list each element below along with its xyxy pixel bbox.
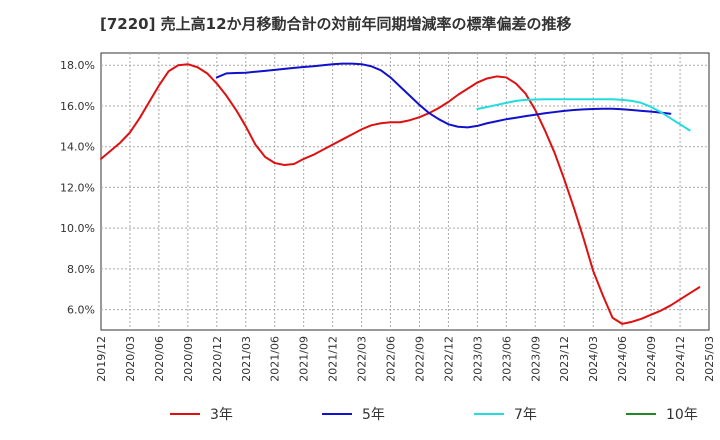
x-tick-label: 2022/06 [385,336,398,382]
legend: 3年 5年 7年 10年 [170,407,698,423]
x-tick-label: 2023/09 [529,336,542,382]
x-tick-label: 2023/06 [500,336,513,382]
x-tick-label: 2024/03 [587,336,600,382]
x-tick-label: 2025/03 [703,336,716,382]
chart-title: [7220] 売上高12か月移動合計の対前年同期増減率の標準偏差の推移 [100,15,572,33]
x-tick-label: 2020/03 [124,336,137,382]
x-tick-label: 2020/12 [211,336,224,382]
series-line-5年 [215,62,672,129]
series-line-3年 [100,63,701,325]
x-axis: 2019/12 2020/03 2020/06 2020/09 2020/12 2021/… [95,336,716,382]
x-tick-label: 2019/12 [95,336,108,382]
legend-label: 3年 [210,407,233,423]
y-tick-label: 8.0% [67,263,95,276]
x-tick-label: 2022/03 [356,336,369,382]
y-axis: 6.0% 8.0% 10.0% 12.0% 14.0% 16.0% 18.0% [60,59,95,316]
y-tick-label: 16.0% [60,100,95,113]
x-tick-label: 2021/06 [269,336,282,382]
legend-label: 7年 [514,407,537,423]
legend-label: 10年 [666,407,698,423]
legend-label: 5年 [362,407,385,423]
x-tick-label: 2023/12 [558,336,571,382]
x-tick-label: 2021/09 [298,336,311,382]
series-line-7年 [476,98,691,132]
x-tick-label: 2024/06 [616,336,629,382]
y-tick-label: 18.0% [60,59,95,72]
x-tick-label: 2021/12 [327,336,340,382]
x-tick-label: 2023/03 [471,336,484,382]
x-tick-label: 2021/03 [240,336,253,382]
y-tick-label: 12.0% [60,181,95,194]
x-tick-label: 2024/12 [674,336,687,382]
x-tick-label: 2024/09 [645,336,658,382]
x-tick-label: 2022/12 [442,336,455,382]
series-lines [100,62,701,325]
grid-lines [101,53,709,330]
x-tick-label: 2022/09 [413,336,426,382]
y-tick-label: 14.0% [60,141,95,154]
plot-area [100,52,710,331]
x-tick-label: 2020/06 [153,336,166,382]
x-tick-label: 2020/09 [182,336,195,382]
y-tick-label: 10.0% [60,222,95,235]
y-tick-label: 6.0% [67,304,95,317]
